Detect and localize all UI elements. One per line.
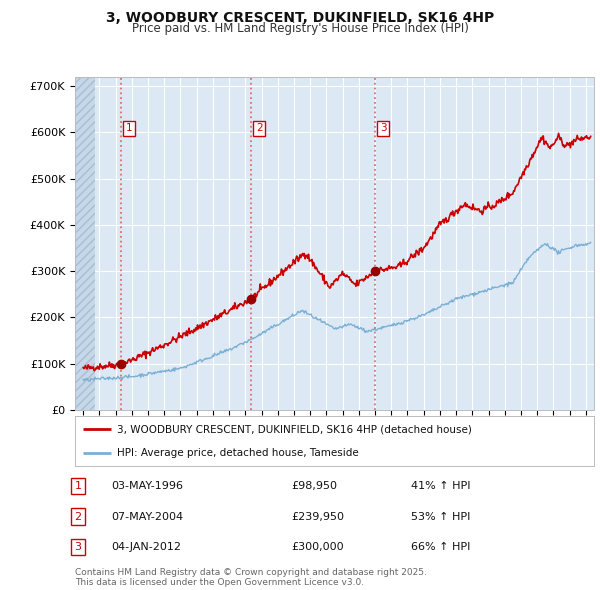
Text: 2: 2: [74, 512, 82, 522]
Text: Price paid vs. HM Land Registry's House Price Index (HPI): Price paid vs. HM Land Registry's House …: [131, 22, 469, 35]
Text: 2: 2: [256, 123, 262, 133]
Text: HPI: Average price, detached house, Tameside: HPI: Average price, detached house, Tame…: [116, 448, 358, 458]
Text: 1: 1: [126, 123, 133, 133]
Text: 53% ↑ HPI: 53% ↑ HPI: [411, 512, 470, 522]
Text: £300,000: £300,000: [291, 542, 344, 552]
Text: 3, WOODBURY CRESCENT, DUKINFIELD, SK16 4HP (detached house): 3, WOODBURY CRESCENT, DUKINFIELD, SK16 4…: [116, 424, 472, 434]
Text: 1: 1: [74, 481, 82, 491]
Text: £98,950: £98,950: [291, 481, 337, 491]
Text: 3, WOODBURY CRESCENT, DUKINFIELD, SK16 4HP: 3, WOODBURY CRESCENT, DUKINFIELD, SK16 4…: [106, 11, 494, 25]
Text: 41% ↑ HPI: 41% ↑ HPI: [411, 481, 470, 491]
Bar: [75, 77, 95, 410]
Text: 03-MAY-1996: 03-MAY-1996: [111, 481, 183, 491]
Text: Contains HM Land Registry data © Crown copyright and database right 2025.
This d: Contains HM Land Registry data © Crown c…: [75, 568, 427, 587]
Text: 66% ↑ HPI: 66% ↑ HPI: [411, 542, 470, 552]
Text: 07-MAY-2004: 07-MAY-2004: [111, 512, 183, 522]
Text: 3: 3: [74, 542, 82, 552]
Text: £239,950: £239,950: [291, 512, 344, 522]
Text: 3: 3: [380, 123, 386, 133]
Text: 04-JAN-2012: 04-JAN-2012: [111, 542, 181, 552]
